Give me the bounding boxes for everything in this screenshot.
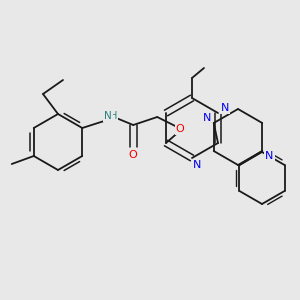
Text: N: N: [265, 151, 273, 161]
Text: N: N: [221, 103, 229, 113]
Text: O: O: [129, 150, 138, 160]
Text: N: N: [104, 111, 112, 121]
Text: N: N: [193, 160, 201, 170]
Text: N: N: [202, 113, 211, 123]
Text: H: H: [110, 111, 117, 121]
Text: O: O: [176, 124, 184, 134]
